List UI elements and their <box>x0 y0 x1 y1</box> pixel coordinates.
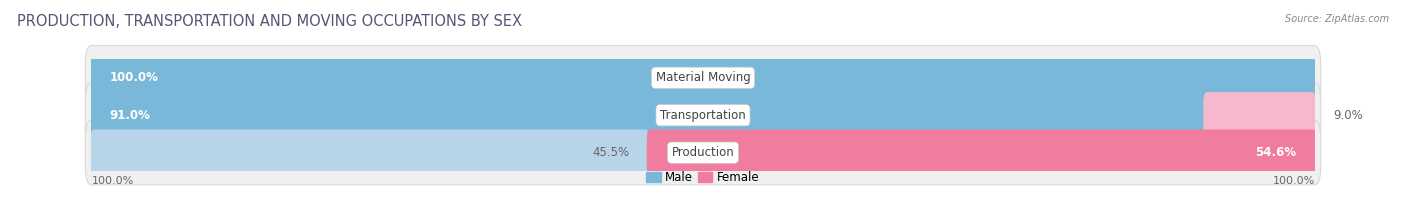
Legend: Male, Female: Male, Female <box>641 167 765 189</box>
Text: 54.6%: 54.6% <box>1256 146 1296 159</box>
Text: 91.0%: 91.0% <box>110 109 150 122</box>
Text: 45.5%: 45.5% <box>592 146 630 159</box>
FancyBboxPatch shape <box>90 55 1316 101</box>
FancyBboxPatch shape <box>647 129 1317 176</box>
FancyBboxPatch shape <box>90 129 650 176</box>
Text: 100.0%: 100.0% <box>1272 176 1315 186</box>
FancyBboxPatch shape <box>90 92 1206 138</box>
Text: 100.0%: 100.0% <box>110 71 159 84</box>
FancyBboxPatch shape <box>1204 92 1316 138</box>
Text: Material Moving: Material Moving <box>655 71 751 84</box>
Text: 100.0%: 100.0% <box>91 176 134 186</box>
Text: Production: Production <box>672 146 734 159</box>
FancyBboxPatch shape <box>86 121 1320 185</box>
FancyBboxPatch shape <box>86 83 1320 147</box>
FancyBboxPatch shape <box>86 46 1320 110</box>
Text: Transportation: Transportation <box>661 109 745 122</box>
Text: 9.0%: 9.0% <box>1333 109 1362 122</box>
Text: PRODUCTION, TRANSPORTATION AND MOVING OCCUPATIONS BY SEX: PRODUCTION, TRANSPORTATION AND MOVING OC… <box>17 14 522 29</box>
Text: Source: ZipAtlas.com: Source: ZipAtlas.com <box>1285 14 1389 24</box>
